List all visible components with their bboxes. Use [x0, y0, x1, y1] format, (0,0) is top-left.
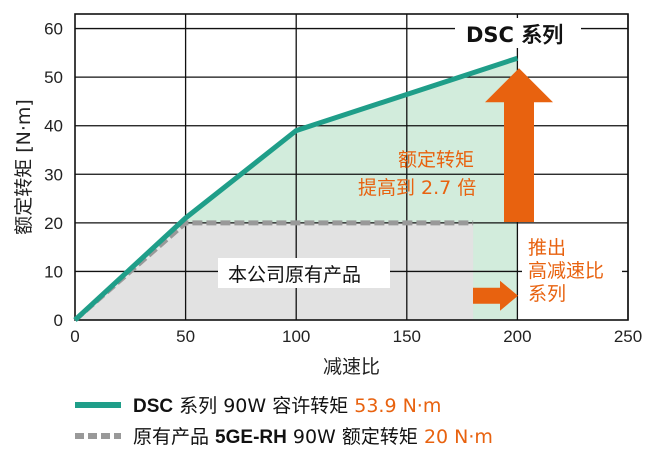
high-ratio-arrow: [473, 280, 518, 311]
x-tick-label: 0: [70, 327, 79, 346]
series-top-label: DSC 系列: [466, 23, 563, 47]
legend-item-old: 原有产品 5GE-RH 90W 额定转矩 20 N·m: [0, 419, 654, 451]
y-axis-label: 额定转矩 [N·m]: [13, 99, 35, 235]
legend-old-text: 90W 额定转矩: [286, 426, 424, 448]
torque-chart: 0 10 20 30 40 50 60 0 50 100 150 200 250 减速比 额定转矩 [N·m…: [13, 13, 642, 378]
legend-dsc-model: DSC: [133, 396, 174, 417]
legend-swatch-dashed: [75, 433, 121, 439]
x-tick-label: 150: [393, 327, 421, 346]
y-tick-label: 40: [44, 117, 63, 136]
legend-old-value: 20 N·m: [423, 426, 493, 448]
ratio-label-3: 系列: [528, 283, 566, 305]
x-tick-label: 100: [282, 327, 310, 346]
y-tick-label: 20: [44, 214, 63, 233]
x-tick-label: 250: [614, 327, 642, 346]
legend-dsc-value: 53.9 N·m: [354, 395, 442, 417]
x-axis-label: 减速比: [323, 356, 380, 378]
torque-increase-arrow: [485, 68, 553, 222]
old-area-label: 本公司原有产品: [228, 264, 361, 286]
y-tick-label: 60: [44, 20, 63, 39]
dsc-line: [73, 55, 519, 322]
torque-increase-label-1: 额定转矩: [398, 149, 474, 171]
x-tick-label: 200: [503, 327, 531, 346]
y-tick-label: 30: [44, 165, 63, 184]
legend-old-model: 5GE-RH: [215, 427, 287, 448]
y-tick-label: 50: [44, 68, 63, 87]
series-top-label-box: [455, 18, 581, 48]
torque-increase-label-2: 提高到 2.7 倍: [358, 177, 476, 199]
ratio-label-1: 推出: [528, 237, 566, 259]
plot-frame: [74, 13, 629, 321]
old-area-label-box: [218, 258, 390, 288]
ratio-label-2: 高减速比: [528, 260, 604, 282]
y-tick-label: 0: [54, 311, 63, 330]
legend-swatch-solid: [75, 402, 121, 408]
legend-old-prefix: 原有产品: [133, 426, 216, 448]
legend-dsc-text: 系列 90W 容许转矩: [173, 395, 355, 417]
legend-item-dsc: DSC 系列 90W 容许转矩 53.9 N·m: [0, 388, 654, 420]
x-tick-label: 50: [176, 327, 195, 346]
y-tick-label: 10: [44, 262, 63, 281]
ratio-label-box: [522, 234, 622, 310]
